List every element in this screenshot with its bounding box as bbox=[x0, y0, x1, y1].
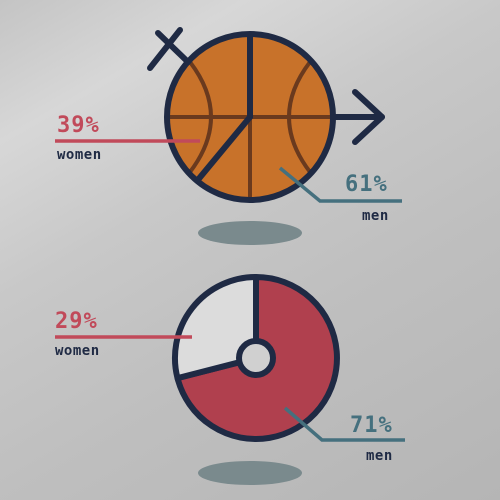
word-men-1: men bbox=[362, 208, 389, 224]
leader-men-2 bbox=[283, 406, 405, 442]
female-symbol-icon bbox=[147, 27, 191, 71]
ball-slice-dividers bbox=[196, 34, 253, 182]
ball-shadow bbox=[198, 221, 302, 245]
donut-shadow bbox=[198, 461, 302, 485]
donut-slice-women bbox=[171, 274, 259, 382]
word-women-1: women bbox=[57, 147, 102, 163]
pct-men-1: 61% bbox=[345, 172, 388, 197]
pct-men-2: 71% bbox=[350, 413, 393, 438]
word-men-2: men bbox=[366, 448, 393, 464]
pct-women-1: 39% bbox=[57, 113, 100, 138]
word-women-2: women bbox=[55, 343, 100, 359]
donut-center bbox=[236, 338, 276, 378]
male-symbol-icon bbox=[327, 89, 385, 145]
pct-women-2: 29% bbox=[55, 309, 98, 334]
leader-men-1 bbox=[278, 166, 402, 203]
ball-divider-women bbox=[196, 114, 253, 182]
